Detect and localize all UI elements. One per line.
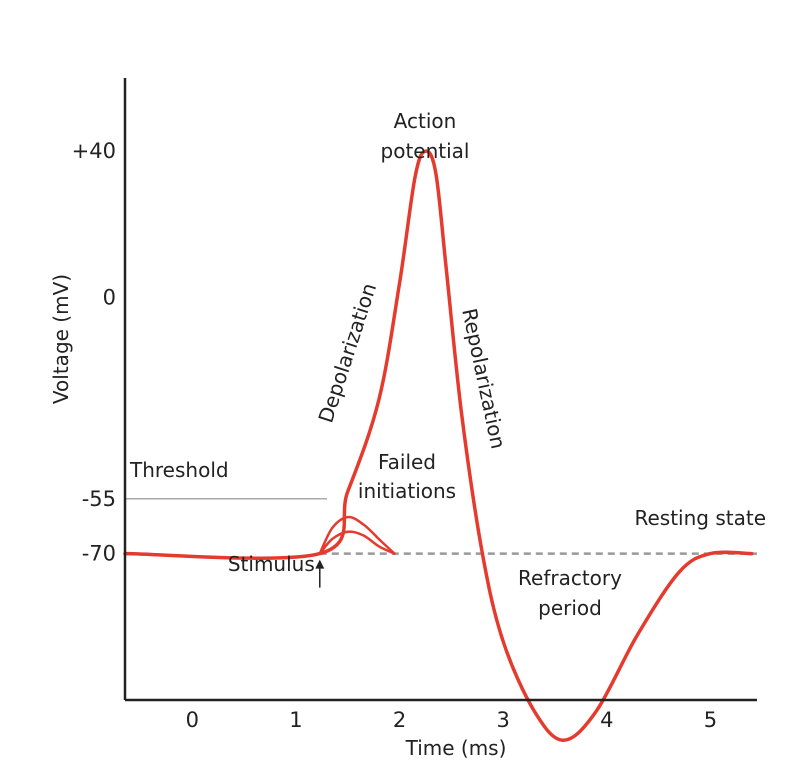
x-tick-label: 2 xyxy=(393,708,406,732)
x-axis-title: Time (ms) xyxy=(405,736,507,760)
stimulus-arrow-icon xyxy=(315,560,324,588)
y-tick-labels: +40 0 -55 -70 xyxy=(72,139,116,565)
depolarization-label: Depolarization xyxy=(313,280,381,426)
stimulus-label: Stimulus xyxy=(228,552,315,576)
x-tick-labels: 0 1 2 3 4 5 xyxy=(186,708,717,732)
action-potential-label-line1: Action xyxy=(394,109,457,133)
y-axis-title: Voltage (mV) xyxy=(49,274,73,404)
x-tick-label: 3 xyxy=(496,708,509,732)
resting-state-label: Resting state xyxy=(634,506,766,530)
x-tick-label: 1 xyxy=(289,708,302,732)
failed-initiations-label-line2: initiations xyxy=(358,479,456,503)
y-tick-label: +40 xyxy=(72,139,116,163)
x-tick-label: 5 xyxy=(704,708,717,732)
refractory-period-label-line1: Refractory xyxy=(518,566,622,590)
action-potential-label-line2: potential xyxy=(381,139,470,163)
series-layer xyxy=(125,151,752,740)
refractory-period-label-line2: period xyxy=(538,596,602,620)
failed-initiations-label-line1: Failed xyxy=(378,450,436,474)
y-tick-label: -55 xyxy=(82,487,116,511)
x-tick-label: 4 xyxy=(600,708,613,732)
threshold-label: Threshold xyxy=(129,458,229,482)
y-tick-label: 0 xyxy=(103,286,116,310)
series-line-action-potential xyxy=(125,151,752,740)
y-tick-label: -70 xyxy=(82,542,116,566)
x-tick-label: 0 xyxy=(186,708,199,732)
